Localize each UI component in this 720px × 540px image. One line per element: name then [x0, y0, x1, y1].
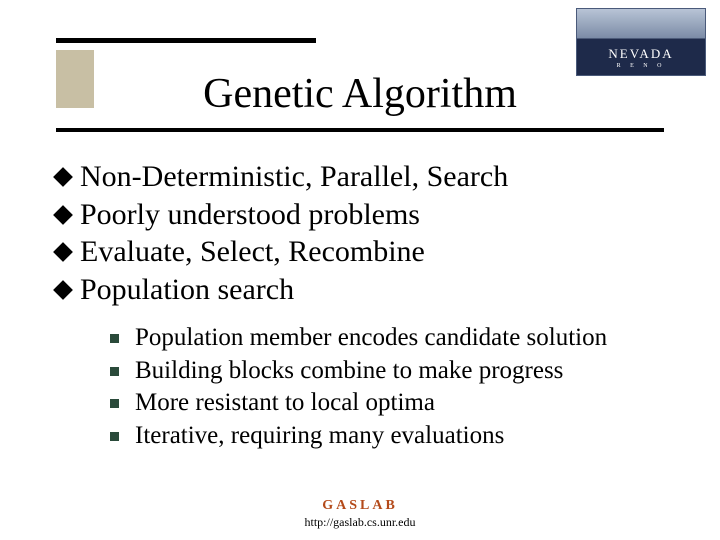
sub-bullet-group: Population member encodes candidate solu… [110, 322, 680, 452]
bullet-text: Population member encodes candidate solu… [135, 322, 607, 355]
bullet-text: Population search [80, 271, 294, 309]
diamond-bullet-icon [53, 280, 73, 300]
square-bullet-icon [110, 432, 119, 441]
square-bullet-icon [110, 367, 119, 376]
bullet-text: Building blocks combine to make progress [135, 355, 563, 388]
bullet-l1: Poorly understood problems [56, 196, 680, 234]
bullet-l2: Population member encodes candidate solu… [110, 322, 680, 355]
bullet-text: Iterative, requiring many evaluations [135, 420, 504, 453]
footer-url: http://gaslab.cs.unr.edu [0, 515, 720, 530]
bullet-text: More resistant to local optima [135, 387, 435, 420]
bullet-l1: Population search [56, 271, 680, 309]
diamond-bullet-icon [53, 205, 73, 225]
slide-footer: GASLAB http://gaslab.cs.unr.edu [0, 498, 720, 530]
bullet-l1: Evaluate, Select, Recombine [56, 233, 680, 271]
bullet-l2: More resistant to local optima [110, 387, 680, 420]
bullet-l1: Non-Deterministic, Parallel, Search [56, 158, 680, 196]
logo-line2: R E N O [617, 63, 666, 69]
diamond-bullet-icon [53, 167, 73, 187]
university-logo: NEVADA R E N O [576, 8, 706, 76]
footer-label: GASLAB [0, 498, 720, 514]
bullet-text: Poorly understood problems [80, 196, 420, 234]
bullet-l2: Building blocks combine to make progress [110, 355, 680, 388]
slide-title: Genetic Algorithm [0, 70, 720, 118]
bullet-l2: Iterative, requiring many evaluations [110, 420, 680, 453]
square-bullet-icon [110, 334, 119, 343]
slide-content: Non-Deterministic, Parallel, Search Poor… [56, 158, 680, 452]
bullet-text: Evaluate, Select, Recombine [80, 233, 425, 271]
square-bullet-icon [110, 399, 119, 408]
top-rule [56, 38, 316, 43]
logo-line1: NEVADA [608, 46, 673, 62]
title-underline [56, 128, 664, 132]
diamond-bullet-icon [53, 242, 73, 262]
bullet-text: Non-Deterministic, Parallel, Search [80, 158, 508, 196]
